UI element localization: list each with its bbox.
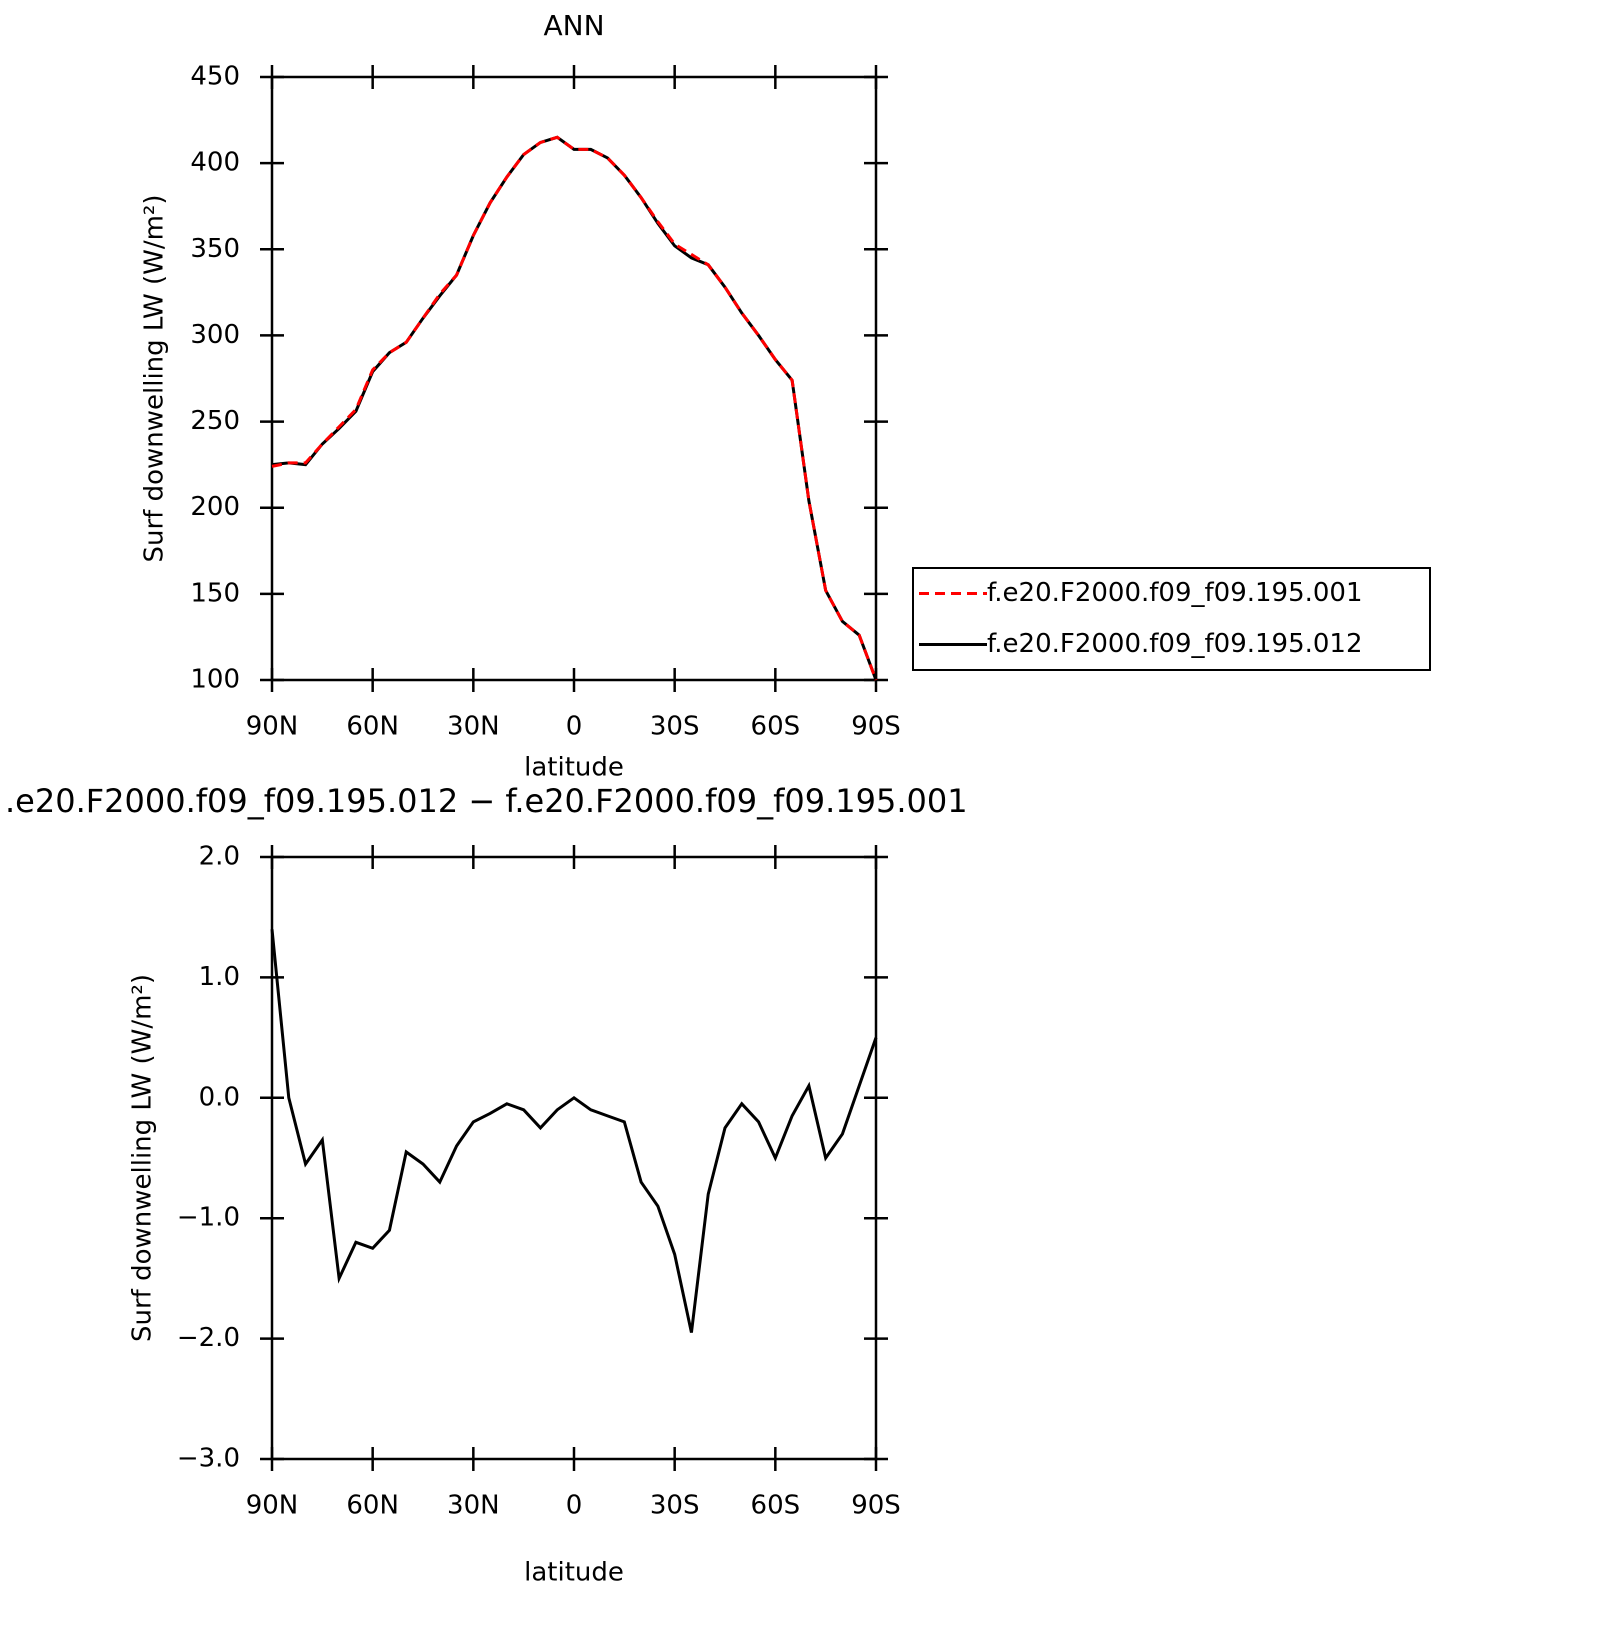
x-tick-label: 60N bbox=[346, 1491, 399, 1521]
x-tick-label: 90S bbox=[851, 712, 901, 742]
legend-label: f.e20.F2000.f09_f09.195.012 bbox=[987, 629, 1363, 659]
x-tick-label: 30N bbox=[447, 1491, 500, 1521]
y-tick-label: 100 bbox=[190, 665, 240, 695]
y-axis-label: Surf downwelling LW (W/m²) bbox=[128, 974, 158, 1342]
y-tick-label: 250 bbox=[190, 406, 240, 436]
y-tick-label: 150 bbox=[190, 578, 240, 608]
x-axis-label: latitude bbox=[524, 1558, 624, 1588]
y-tick-label: 2.0 bbox=[199, 842, 240, 872]
x-tick-label: 30S bbox=[650, 1491, 700, 1521]
x-tick-label: 60S bbox=[751, 712, 801, 742]
legend-box bbox=[912, 567, 1431, 671]
x-tick-label: 60S bbox=[751, 1491, 801, 1521]
x-tick-label: 90N bbox=[246, 712, 299, 742]
chart-title: .e20.F2000.f09_f09.195.012 − f.e20.F2000… bbox=[5, 782, 968, 820]
y-tick-label: 350 bbox=[190, 234, 240, 264]
x-tick-label: 60N bbox=[346, 712, 399, 742]
data-line bbox=[271, 135, 878, 681]
x-tick-label: 0 bbox=[566, 712, 583, 742]
y-tick-label: 400 bbox=[190, 148, 240, 178]
plot-frame bbox=[270, 855, 878, 1461]
legend-label: f.e20.F2000.f09_f09.195.001 bbox=[987, 578, 1363, 608]
x-tick-label: 90S bbox=[851, 1491, 901, 1521]
y-tick-label: −3.0 bbox=[177, 1444, 240, 1474]
y-tick-label: −1.0 bbox=[177, 1203, 240, 1233]
y-tick-label: 0.0 bbox=[199, 1082, 240, 1112]
y-tick-label: 300 bbox=[190, 320, 240, 350]
y-tick-label: −2.0 bbox=[177, 1323, 240, 1353]
x-tick-label: 30S bbox=[650, 712, 700, 742]
data-line bbox=[271, 135, 878, 681]
data-line bbox=[270, 929, 878, 1333]
y-axis-label: Surf downwelling LW (W/m²) bbox=[140, 195, 170, 563]
y-tick-label: 450 bbox=[190, 62, 240, 92]
x-tick-label: 0 bbox=[566, 1491, 583, 1521]
x-tick-label: 30N bbox=[447, 712, 500, 742]
chart-title: ANN bbox=[543, 9, 604, 42]
x-axis-label: latitude bbox=[524, 753, 624, 783]
y-tick-label: 1.0 bbox=[199, 962, 240, 992]
plot-frame bbox=[270, 75, 878, 682]
x-tick-label: 90N bbox=[246, 1491, 299, 1521]
y-tick-label: 200 bbox=[190, 492, 240, 522]
